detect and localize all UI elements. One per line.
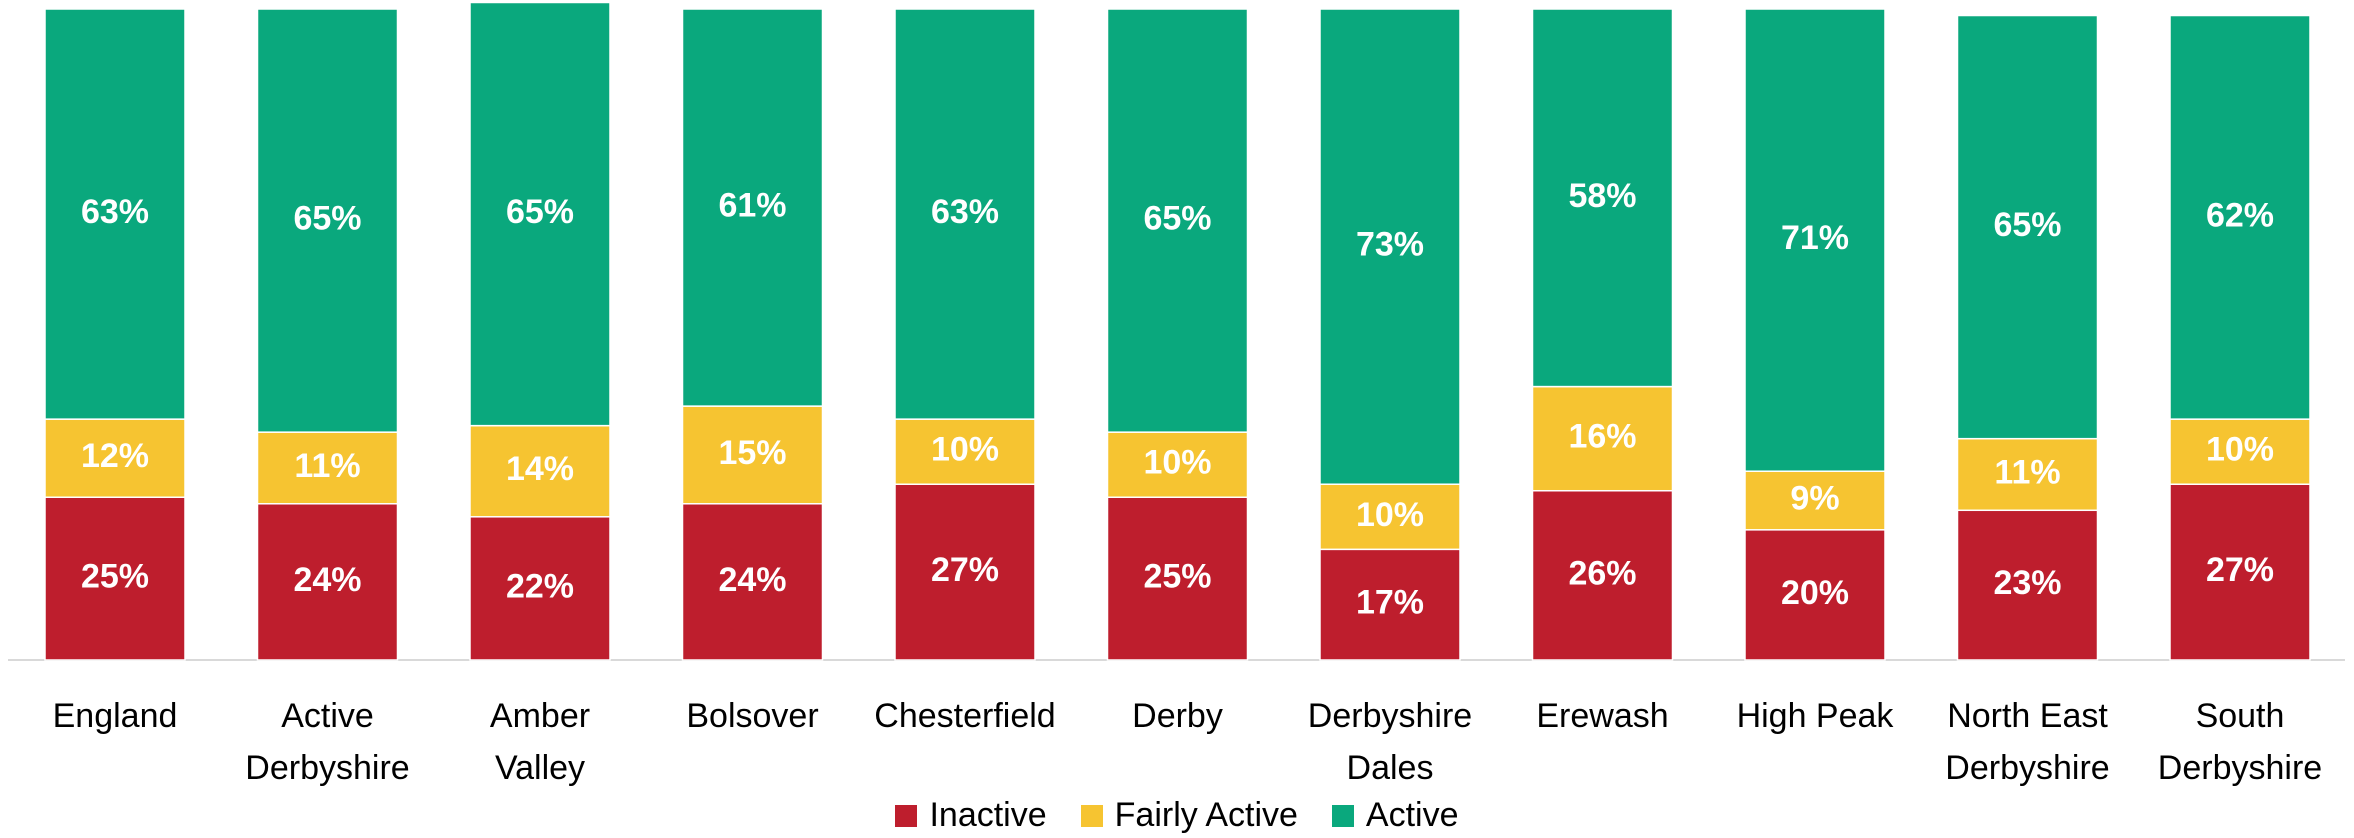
bar-segment [894, 418, 1036, 485]
x-tick-label: Erewash [1536, 697, 1669, 735]
bar-segment [681, 405, 824, 505]
x-tick-label: South Derbyshire [2157, 697, 2323, 787]
bar-segment [1319, 548, 1461, 661]
data-label: 10% [1143, 444, 1211, 482]
data-label: 26% [1568, 554, 1636, 592]
data-label: 10% [2206, 431, 2274, 469]
data-label: 65% [293, 200, 361, 238]
data-label: 24% [718, 561, 786, 599]
data-label: 10% [1356, 496, 1424, 534]
legend-label: Active [1365, 796, 1459, 834]
bar-segment [1956, 437, 2099, 512]
legend-item: Inactive [895, 796, 1047, 835]
plot: 25% 12% 63% 24% 11% 65% 22% 14% 65% 24% 15% 61% 27% 1… [8, 1, 2345, 661]
bar-segment [894, 8, 1036, 420]
bar-segment [44, 496, 186, 661]
data-label: 23% [1993, 564, 2061, 602]
bar-segment [1106, 496, 1249, 661]
data-label: 73% [1356, 226, 1424, 264]
bar-segment [469, 424, 611, 518]
legend-swatch [895, 804, 918, 827]
bar-segment [2169, 483, 2311, 661]
bar-segment [2169, 418, 2311, 485]
bar-segment [1956, 509, 2099, 661]
x-tick-label: High Peak [1736, 697, 1894, 735]
bar-segment [2169, 14, 2311, 420]
data-label: 63% [931, 193, 999, 231]
bar-segment [1744, 8, 1886, 472]
bar-segment [44, 418, 186, 499]
bar-segment [256, 503, 399, 661]
data-label: 15% [718, 434, 786, 472]
bar-segment [1531, 385, 1674, 492]
data-label: 65% [506, 193, 574, 231]
data-label: 61% [718, 187, 786, 225]
bar-segment [469, 1, 611, 427]
data-label: 9% [1790, 479, 1839, 517]
legend-item: Fairly Active [1080, 796, 1298, 835]
data-label: 65% [1143, 200, 1211, 238]
data-label: 25% [81, 558, 149, 596]
legend-swatch [1331, 804, 1354, 827]
data-label: 11% [294, 447, 360, 485]
data-label: 25% [1143, 558, 1211, 596]
bar-segment [1744, 470, 1886, 531]
x-tick-label: Derby [1132, 697, 1223, 735]
data-label: 12% [81, 437, 149, 475]
data-label: 27% [2206, 551, 2274, 589]
legend-label: Fairly Active [1114, 796, 1298, 834]
x-tick-label: Derbyshire Dales [1307, 697, 1473, 787]
bar-segment [681, 503, 824, 661]
legend-label: Inactive [929, 796, 1047, 834]
x-tick-label: Chesterfield [874, 697, 1056, 735]
bar-segment [44, 8, 186, 420]
data-label: 17% [1356, 584, 1424, 622]
x-tick-label: England [52, 697, 178, 735]
data-label: 62% [2206, 196, 2274, 234]
x-tick-label: Amber Valley [489, 697, 591, 787]
bar-segment [1106, 431, 1249, 498]
bar-segment [469, 516, 611, 661]
data-label: 24% [293, 561, 361, 599]
bar-segment [1319, 483, 1461, 551]
x-tick-label: North East Derbyshire [1945, 697, 2110, 787]
data-label: 10% [931, 431, 999, 469]
legend-item: Active [1331, 796, 1459, 835]
bar-segment [1319, 8, 1461, 485]
bar-segment [1531, 8, 1674, 388]
data-label: 63% [81, 193, 149, 231]
data-label: 16% [1568, 418, 1636, 456]
bar-segment [681, 8, 824, 407]
legend: Inactive Fairly Active Active [0, 796, 2354, 835]
data-label: 11% [1994, 453, 2060, 491]
bar-segment [894, 483, 1036, 661]
bar-segment [256, 8, 399, 433]
bar-segment [1106, 8, 1249, 433]
bar-segment [256, 431, 399, 505]
data-label: 71% [1781, 219, 1849, 257]
bar-segment [1956, 14, 2099, 440]
data-label: 27% [931, 551, 999, 589]
x-tick-label: Bolsover [686, 697, 819, 735]
data-label: 20% [1781, 574, 1849, 612]
data-label: 65% [1993, 206, 2061, 244]
bar-segment [1744, 529, 1886, 661]
data-label: 22% [506, 567, 574, 605]
legend-swatch [1080, 804, 1103, 827]
bar-segment [1531, 489, 1674, 661]
data-label: 58% [1568, 177, 1636, 215]
x-tick-label: Active Derbyshire [245, 697, 410, 787]
data-label: 14% [506, 450, 574, 488]
